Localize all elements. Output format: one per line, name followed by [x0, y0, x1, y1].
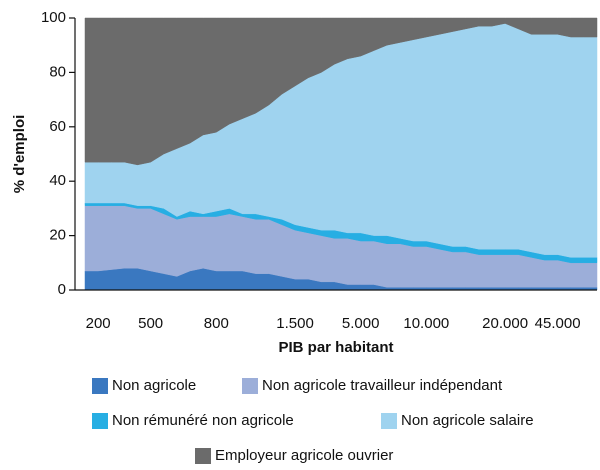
legend-swatch — [195, 448, 211, 464]
area — [84, 17, 598, 166]
legend-label: Employeur agricole ouvrier — [215, 447, 393, 464]
legend-label: Non agricole — [112, 377, 196, 394]
legend-label: Non rémunéré non agricole — [112, 412, 294, 429]
legend-swatch — [92, 413, 108, 429]
x-tick-label: 20.000 — [482, 315, 528, 332]
x-tick-label: 500 — [138, 315, 163, 332]
y-tick-label: 40 — [49, 172, 66, 189]
x-tick-label: 45.000 — [535, 315, 581, 332]
x-tick-label: 800 — [204, 315, 229, 332]
x-tick-label: 1.500 — [276, 315, 314, 332]
x-axis-label: PIB par habitant — [278, 339, 393, 356]
x-tick-label: 10.000 — [403, 315, 449, 332]
y-tick-label: 20 — [49, 227, 66, 244]
y-tick-label: 80 — [49, 63, 66, 80]
x-tick-label: 5.000 — [342, 315, 380, 332]
legend-label: Non agricole travailleur indépendant — [262, 377, 503, 394]
y-tick-label: 60 — [49, 118, 66, 135]
x-tick-label: 200 — [86, 315, 111, 332]
y-tick-label: 0 — [58, 281, 66, 298]
legend-swatch — [381, 413, 397, 429]
legend-swatch — [242, 378, 258, 394]
y-tick-label: 100 — [41, 9, 66, 26]
legend-label: Non agricole salaire — [401, 412, 534, 429]
legend-swatch — [92, 378, 108, 394]
y-axis-label: % d'emploi — [11, 115, 28, 194]
